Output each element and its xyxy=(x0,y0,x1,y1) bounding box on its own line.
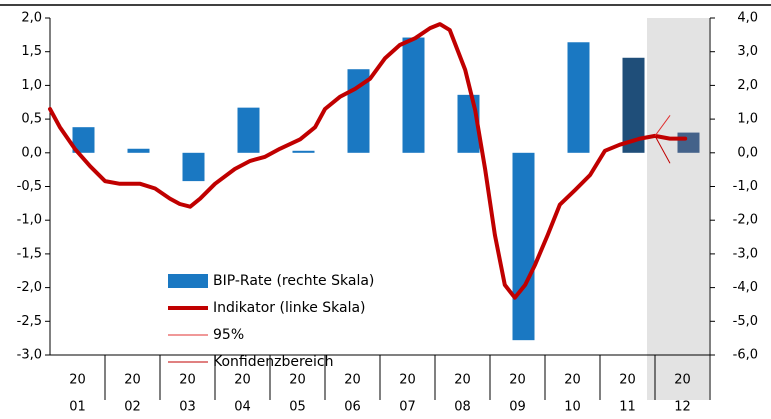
bar xyxy=(292,150,315,153)
x-tick-label: 20 xyxy=(179,373,196,388)
y-tick-label: 1,0 xyxy=(21,78,42,93)
y2-tick-label: 1,0 xyxy=(737,112,758,127)
y2-tick-label: 2,0 xyxy=(737,78,758,93)
y-tick-label: 0,0 xyxy=(21,145,42,160)
bar xyxy=(237,107,260,153)
x-tick-label: 20 xyxy=(454,373,471,388)
x-tick-label: 08 xyxy=(454,400,471,415)
x-tick-label: 01 xyxy=(69,400,86,415)
line xyxy=(48,22,688,300)
x-tick-label: 20 xyxy=(124,373,141,388)
y-tick-label: -0,5 xyxy=(17,179,42,194)
x-tick-label: 04 xyxy=(234,400,251,415)
x-tick-label: 09 xyxy=(509,400,526,415)
legend-label: Indikator (linke Skala) xyxy=(213,300,366,316)
y2-tick-label: 3,0 xyxy=(737,44,758,59)
x-tick-label: 20 xyxy=(69,373,86,388)
x-tick-label: 20 xyxy=(234,373,251,388)
legend-swatch xyxy=(168,274,208,288)
y-tick-label: -2,0 xyxy=(17,280,42,295)
y2-tick-label: 4,0 xyxy=(737,11,758,26)
x-tick-label: 05 xyxy=(289,400,306,415)
bar xyxy=(72,127,95,153)
legend-label: Konfidenzbereich xyxy=(213,354,333,370)
y2-tick-label: -5,0 xyxy=(733,314,758,329)
y-tick-label: -3,0 xyxy=(17,348,42,363)
y-tick-label: 0,5 xyxy=(21,112,42,127)
y2-tick-label: -3,0 xyxy=(733,246,758,261)
x-tick-label: 20 xyxy=(509,373,526,388)
y2-tick-label: 0,0 xyxy=(737,145,758,160)
y-tick-label: 1,5 xyxy=(21,44,42,59)
x-tick-label: 07 xyxy=(399,400,416,415)
y-tick-label: 2,0 xyxy=(21,11,42,26)
bar xyxy=(622,57,645,153)
bar xyxy=(402,37,425,153)
y-tick-label: -2,5 xyxy=(17,314,42,329)
x-tick-label: 03 xyxy=(179,400,196,415)
bar xyxy=(182,152,205,182)
line xyxy=(654,135,671,164)
bar xyxy=(127,148,150,153)
y2-tick-label: -1,0 xyxy=(733,179,758,194)
x-tick-label: 20 xyxy=(619,373,636,388)
x-tick-label: 20 xyxy=(344,373,361,388)
forecast-shade xyxy=(647,18,709,400)
line xyxy=(654,115,671,137)
y-tick-label: -1,5 xyxy=(17,246,42,261)
bar xyxy=(512,152,535,341)
y2-tick-label: -2,0 xyxy=(733,213,758,228)
y2-tick-label: -6,0 xyxy=(733,348,758,363)
x-tick-label: 20 xyxy=(674,373,691,388)
x-tick-label: 20 xyxy=(564,373,581,388)
x-tick-label: 20 xyxy=(289,373,306,388)
y-tick-label: -1,0 xyxy=(17,213,42,228)
x-tick-label: 12 xyxy=(674,400,691,415)
x-tick-label: 10 xyxy=(564,400,581,415)
x-tick-label: 06 xyxy=(344,400,361,415)
x-tick-label: 11 xyxy=(619,400,636,415)
y2-tick-label: -4,0 xyxy=(733,280,758,295)
x-tick-label: 20 xyxy=(399,373,416,388)
bar xyxy=(677,132,700,153)
legend-label: 95% xyxy=(213,327,244,343)
bar xyxy=(567,42,590,153)
legend-label: BIP-Rate (rechte Skala) xyxy=(213,273,374,289)
x-tick-label: 02 xyxy=(124,400,141,415)
